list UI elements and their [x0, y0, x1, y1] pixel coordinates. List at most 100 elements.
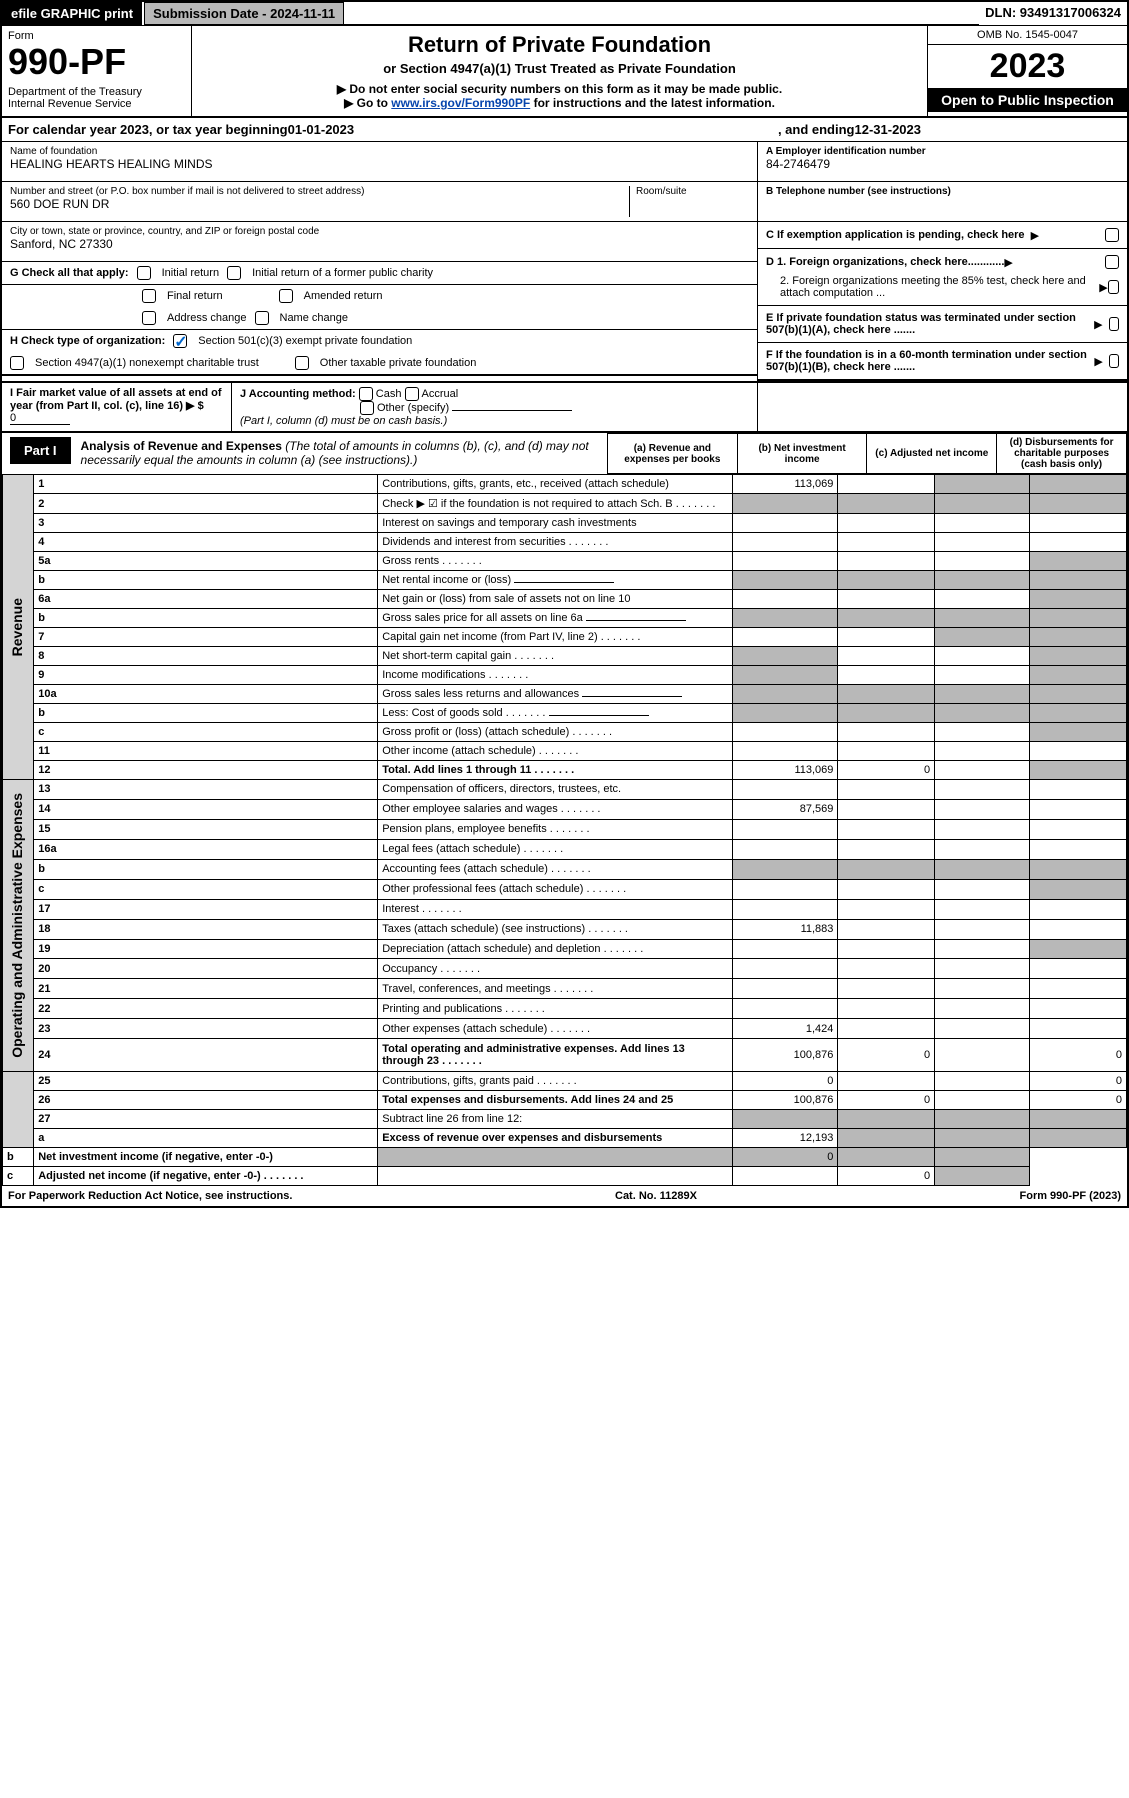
- chk-4947[interactable]: [10, 356, 24, 370]
- cell-14-b: [838, 799, 935, 819]
- fmv-value: 0: [10, 412, 70, 425]
- cell-a-d: [1030, 1128, 1127, 1147]
- section-g: G Check all that apply: Initial return I…: [2, 262, 757, 285]
- cell-c-c: 0: [838, 1166, 935, 1185]
- cell-27-d: [1030, 1109, 1127, 1128]
- cell-25-a: 0: [733, 1071, 838, 1090]
- cell-15-b: [838, 819, 935, 839]
- cell-b-b: [838, 571, 935, 590]
- cell-b-c: [935, 571, 1030, 590]
- cell-5a-b: [838, 552, 935, 571]
- cell-25-c: [935, 1071, 1030, 1090]
- cell-16a-a: [733, 839, 838, 859]
- chk-initial-former[interactable]: [227, 266, 241, 280]
- cell-c-a: [378, 1166, 733, 1185]
- chk-other-method[interactable]: [360, 401, 374, 415]
- chk-d1[interactable]: [1105, 255, 1119, 269]
- row-13: Operating and Administrative Expenses 13…: [3, 780, 1127, 800]
- cell-22-d: [1030, 999, 1127, 1019]
- chk-amended[interactable]: [279, 289, 293, 303]
- cell-b-d: [1030, 571, 1127, 590]
- chk-accrual[interactable]: [405, 387, 419, 401]
- row-6a: 6a Net gain or (loss) from sale of asset…: [3, 590, 1127, 609]
- cell-4-a: [733, 533, 838, 552]
- instr-ssn: ▶ Do not enter social security numbers o…: [202, 82, 917, 96]
- row-10a: 10a Gross sales less returns and allowan…: [3, 685, 1127, 704]
- chk-addr-change[interactable]: [142, 311, 156, 325]
- cell-26-d: 0: [1030, 1090, 1127, 1109]
- cell-10a-a: [733, 685, 838, 704]
- cell-19-a: [733, 939, 838, 959]
- cell-2-c: [935, 494, 1030, 514]
- cell-14-c: [935, 799, 1030, 819]
- cell-18-a: 11,883: [733, 919, 838, 939]
- chk-d2[interactable]: [1108, 280, 1119, 294]
- irs: Internal Revenue Service: [8, 98, 185, 110]
- tax-year: 2023: [928, 45, 1127, 88]
- cell-7-b: [838, 628, 935, 647]
- cell-21-c: [935, 979, 1030, 999]
- row-9: 9 Income modifications . . . . . . .: [3, 666, 1127, 685]
- cell-4-c: [935, 533, 1030, 552]
- cell-20-d: [1030, 959, 1127, 979]
- row-8: 8 Net short-term capital gain . . . . . …: [3, 647, 1127, 666]
- cell-12-d: [1030, 761, 1127, 780]
- form-subtitle: or Section 4947(a)(1) Trust Treated as P…: [202, 61, 917, 76]
- row-26: 26 Total expenses and disbursements. Add…: [3, 1090, 1127, 1109]
- cell-4-d: [1030, 533, 1127, 552]
- row-c: c Other professional fees (attach schedu…: [3, 879, 1127, 899]
- chk-cash[interactable]: [359, 387, 373, 401]
- chk-e[interactable]: [1109, 317, 1119, 331]
- cell-1-b: [838, 475, 935, 494]
- cell-8-a: [733, 647, 838, 666]
- chk-c[interactable]: [1105, 228, 1119, 242]
- cell-13-a: [733, 780, 838, 800]
- cell-22-a: [733, 999, 838, 1019]
- cell-23-d: [1030, 1019, 1127, 1039]
- chk-initial[interactable]: [137, 266, 151, 280]
- cell-12-c: [935, 761, 1030, 780]
- section-f: F If the foundation is in a 60-month ter…: [758, 343, 1127, 381]
- cell-14-d: [1030, 799, 1127, 819]
- side-expenses: Operating and Administrative Expenses: [7, 783, 27, 1068]
- cell-2-b: [838, 494, 935, 514]
- row-3: 3 Interest on savings and temporary cash…: [3, 514, 1127, 533]
- chk-name-change[interactable]: [255, 311, 269, 325]
- cell-2-d: [1030, 494, 1127, 514]
- cell-21-b: [838, 979, 935, 999]
- cell-18-c: [935, 919, 1030, 939]
- cell-1-a: 113,069: [733, 475, 838, 494]
- room-label: Room/suite: [636, 186, 749, 197]
- open-inspection: Open to Public Inspection: [928, 88, 1127, 112]
- row-25: 25 Contributions, gifts, grants paid . .…: [3, 1071, 1127, 1090]
- cell-13-c: [935, 780, 1030, 800]
- cell-9-b: [838, 666, 935, 685]
- cell-27-c: [935, 1109, 1030, 1128]
- cell-22-c: [935, 999, 1030, 1019]
- chk-final[interactable]: [142, 289, 156, 303]
- cell-9-c: [935, 666, 1030, 685]
- form-link[interactable]: www.irs.gov/Form990PF: [391, 96, 530, 110]
- section-j: J Accounting method:: [240, 388, 356, 400]
- row-5a: 5a Gross rents . . . . . . .: [3, 552, 1127, 571]
- section-c: C If exemption application is pending, c…: [758, 222, 1127, 249]
- cell-6a-c: [935, 590, 1030, 609]
- chk-501c3[interactable]: [173, 334, 187, 348]
- row-18: 18 Taxes (attach schedule) (see instruct…: [3, 919, 1127, 939]
- cell-b-d: [935, 1147, 1030, 1166]
- chk-other-taxable[interactable]: [295, 356, 309, 370]
- row-a: a Excess of revenue over expenses and di…: [3, 1128, 1127, 1147]
- part1-title: Analysis of Revenue and Expenses: [81, 439, 282, 453]
- efile-print-button[interactable]: efile GRAPHIC print: [2, 2, 142, 25]
- chk-f[interactable]: [1109, 354, 1119, 368]
- cell-12-a: 113,069: [733, 761, 838, 780]
- cell-23-b: [838, 1019, 935, 1039]
- row-17: 17 Interest . . . . . . .: [3, 899, 1127, 919]
- cell-17-c: [935, 899, 1030, 919]
- cell-13-b: [838, 780, 935, 800]
- row-b: b Net investment income (if negative, en…: [3, 1147, 1127, 1166]
- cell-c-c: [935, 723, 1030, 742]
- cell-11-c: [935, 742, 1030, 761]
- row-11: 11 Other income (attach schedule) . . . …: [3, 742, 1127, 761]
- cell-10a-b: [838, 685, 935, 704]
